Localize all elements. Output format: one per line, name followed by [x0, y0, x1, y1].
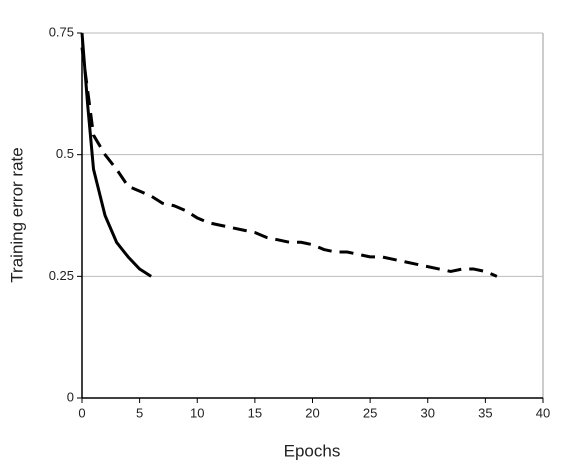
- x-tick-label: 35: [478, 405, 492, 420]
- y-tick-label: 0: [67, 389, 74, 404]
- y-tick-label: 0.75: [49, 24, 74, 39]
- x-tick-label: 10: [190, 405, 204, 420]
- series-line: [80, 32, 152, 278]
- y-tick-label: 0.5: [56, 146, 74, 161]
- series-line: [80, 47, 498, 278]
- x-tick-label: 0: [78, 405, 85, 420]
- y-tick-label: 0.25: [49, 268, 74, 283]
- x-tick-label: 25: [363, 405, 377, 420]
- y-axis-label: Training error rate: [7, 147, 26, 282]
- x-tick-label: 5: [136, 405, 143, 420]
- x-tick-label: 20: [305, 405, 319, 420]
- x-tick-label: 30: [421, 405, 435, 420]
- x-tick-label: 40: [536, 405, 550, 420]
- x-axis-label: Epochs: [284, 441, 341, 460]
- x-tick-label: 15: [248, 405, 262, 420]
